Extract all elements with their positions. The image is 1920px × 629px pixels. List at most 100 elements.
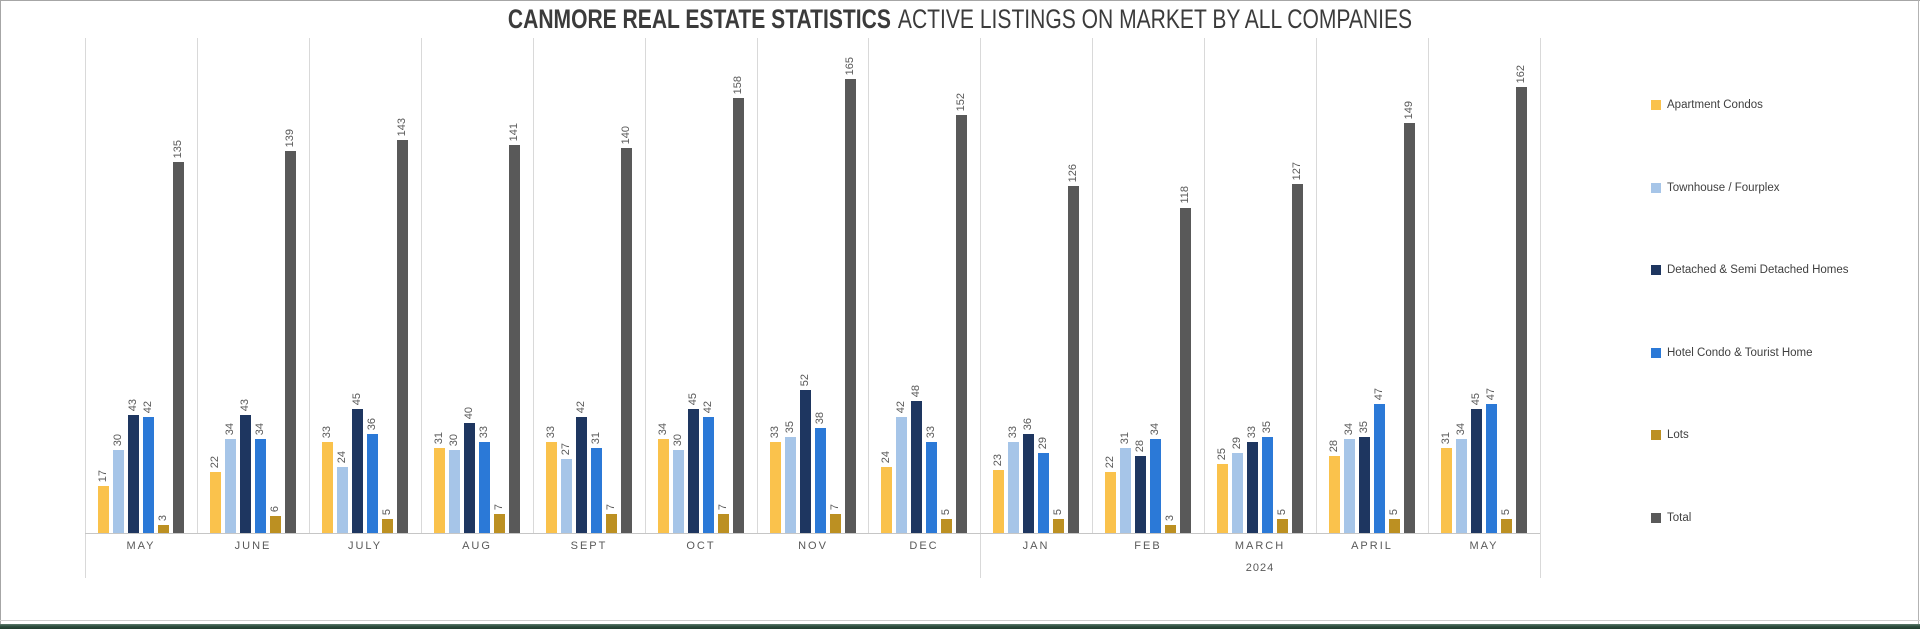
bar-lots[interactable] (941, 519, 952, 533)
bar-detached-semi-detached-homes[interactable] (688, 409, 699, 533)
bar-lots[interactable] (718, 514, 729, 533)
legend-item-total[interactable]: Total (1651, 512, 1691, 524)
bar-townhouse-fourplex[interactable] (785, 437, 796, 533)
x-axis-label[interactable]: FEB (1134, 540, 1162, 552)
bar-townhouse-fourplex[interactable] (1008, 442, 1019, 533)
bar-detached-semi-detached-homes[interactable] (1247, 442, 1258, 533)
bar-hotel-condo-tourist-home[interactable] (1374, 404, 1385, 533)
x-axis-label[interactable]: AUG (462, 540, 492, 552)
bar-hotel-condo-tourist-home[interactable] (703, 417, 714, 533)
bar-total[interactable] (621, 148, 632, 533)
bar-detached-semi-detached-homes[interactable] (576, 417, 587, 533)
bar-apartment-condos[interactable] (434, 448, 445, 533)
bar-hotel-condo-tourist-home[interactable] (926, 442, 937, 533)
legend-item-townhouse-fourplex[interactable]: Townhouse / Fourplex (1651, 182, 1780, 194)
legend-item-lots[interactable]: Lots (1651, 429, 1689, 441)
x-axis-label[interactable]: MAY (1469, 540, 1499, 552)
bar-total[interactable] (956, 115, 967, 533)
bar-townhouse-fourplex[interactable] (113, 450, 124, 533)
bar-townhouse-fourplex[interactable] (449, 450, 460, 533)
bar-hotel-condo-tourist-home[interactable] (1262, 437, 1273, 533)
bar-total[interactable] (1180, 208, 1191, 533)
bar-total[interactable] (845, 79, 856, 533)
bar-apartment-condos[interactable] (993, 470, 1004, 533)
bar-apartment-condos[interactable] (881, 467, 892, 533)
bar-lots[interactable] (494, 514, 505, 533)
bar-hotel-condo-tourist-home[interactable] (591, 448, 602, 533)
bar-total[interactable] (1516, 87, 1527, 533)
bar-townhouse-fourplex[interactable] (673, 450, 684, 533)
bar-townhouse-fourplex[interactable] (1344, 439, 1355, 533)
bar-townhouse-fourplex[interactable] (1232, 453, 1243, 533)
bar-hotel-condo-tourist-home[interactable] (479, 442, 490, 533)
bar-apartment-condos[interactable] (658, 439, 669, 533)
bar-apartment-condos[interactable] (770, 442, 781, 533)
bar-value-label: 33 (321, 425, 333, 438)
bar-detached-semi-detached-homes[interactable] (240, 415, 251, 533)
x-axis-label[interactable]: OCT (686, 540, 716, 552)
bar-detached-semi-detached-homes[interactable] (128, 415, 139, 533)
bar-detached-semi-detached-homes[interactable] (800, 390, 811, 533)
legend-item-apartment-condos[interactable]: Apartment Condos (1651, 99, 1763, 111)
bar-total[interactable] (733, 98, 744, 533)
x-axis-label[interactable]: JUNE (234, 540, 272, 552)
bar-hotel-condo-tourist-home[interactable] (367, 434, 378, 533)
bar-apartment-condos[interactable] (210, 472, 221, 533)
bar-detached-semi-detached-homes[interactable] (1023, 434, 1034, 533)
legend-item-hotel-condo-tourist-home[interactable]: Hotel Condo & Tourist Home (1651, 347, 1813, 359)
bar-hotel-condo-tourist-home[interactable] (1486, 404, 1497, 533)
bar-townhouse-fourplex[interactable] (1456, 439, 1467, 533)
bar-apartment-condos[interactable] (1329, 456, 1340, 533)
bar-lots[interactable] (1277, 519, 1288, 533)
bar-detached-semi-detached-homes[interactable] (911, 401, 922, 533)
bar-townhouse-fourplex[interactable] (1120, 448, 1131, 533)
bar-apartment-condos[interactable] (1217, 464, 1228, 533)
bar-hotel-condo-tourist-home[interactable] (1038, 453, 1049, 533)
bar-apartment-condos[interactable] (322, 442, 333, 533)
bar-apartment-condos[interactable] (1441, 448, 1452, 533)
x-axis-label[interactable]: MAY (126, 540, 156, 552)
bar-detached-semi-detached-homes[interactable] (464, 423, 475, 533)
bar-total[interactable] (173, 162, 184, 533)
bar-total[interactable] (1404, 123, 1415, 533)
bar-total[interactable] (1292, 184, 1303, 533)
bar-detached-semi-detached-homes[interactable] (1135, 456, 1146, 533)
bar-apartment-condos[interactable] (546, 442, 557, 533)
legend-item-detached-semi-detached-homes[interactable]: Detached & Semi Detached Homes (1651, 264, 1849, 276)
x-axis-label[interactable]: MARCH (1234, 540, 1286, 552)
x-axis-label[interactable]: JULY (347, 540, 383, 552)
bar-townhouse-fourplex[interactable] (896, 417, 907, 533)
bar-apartment-condos[interactable] (1105, 472, 1116, 533)
bar-townhouse-fourplex[interactable] (561, 459, 572, 533)
bar-total[interactable] (397, 140, 408, 533)
bar-lots[interactable] (1165, 525, 1176, 533)
bar-lots[interactable] (1053, 519, 1064, 533)
bar-lots[interactable] (1501, 519, 1512, 533)
chart-title[interactable]: CANMORE REAL ESTATE STATISTICS ACTIVE LIS… (211, 4, 1709, 35)
bar-value-label: 149 (1403, 100, 1415, 119)
x-axis-label[interactable]: NOV (798, 540, 828, 552)
bar-total[interactable] (509, 145, 520, 533)
bar-lots[interactable] (382, 519, 393, 533)
bar-lots[interactable] (270, 516, 281, 533)
bar-lots[interactable] (1389, 519, 1400, 533)
bar-townhouse-fourplex[interactable] (337, 467, 348, 533)
bar-lots[interactable] (606, 514, 617, 533)
bar-detached-semi-detached-homes[interactable] (1359, 437, 1370, 533)
x-axis-label[interactable]: JAN (1022, 540, 1050, 552)
bar-lots[interactable] (158, 525, 169, 533)
bar-hotel-condo-tourist-home[interactable] (143, 417, 154, 533)
bar-detached-semi-detached-homes[interactable] (352, 409, 363, 533)
bar-hotel-condo-tourist-home[interactable] (255, 439, 266, 533)
bar-detached-semi-detached-homes[interactable] (1471, 409, 1482, 533)
x-axis-label[interactable]: APRIL (1351, 540, 1393, 552)
bar-total[interactable] (285, 151, 296, 533)
bar-hotel-condo-tourist-home[interactable] (815, 428, 826, 533)
bar-townhouse-fourplex[interactable] (225, 439, 236, 533)
x-axis-label[interactable]: SEPT (570, 540, 608, 552)
bar-apartment-condos[interactable] (98, 486, 109, 533)
bar-lots[interactable] (830, 514, 841, 533)
bar-total[interactable] (1068, 186, 1079, 533)
bar-hotel-condo-tourist-home[interactable] (1150, 439, 1161, 533)
x-axis-label[interactable]: DEC (909, 540, 939, 552)
